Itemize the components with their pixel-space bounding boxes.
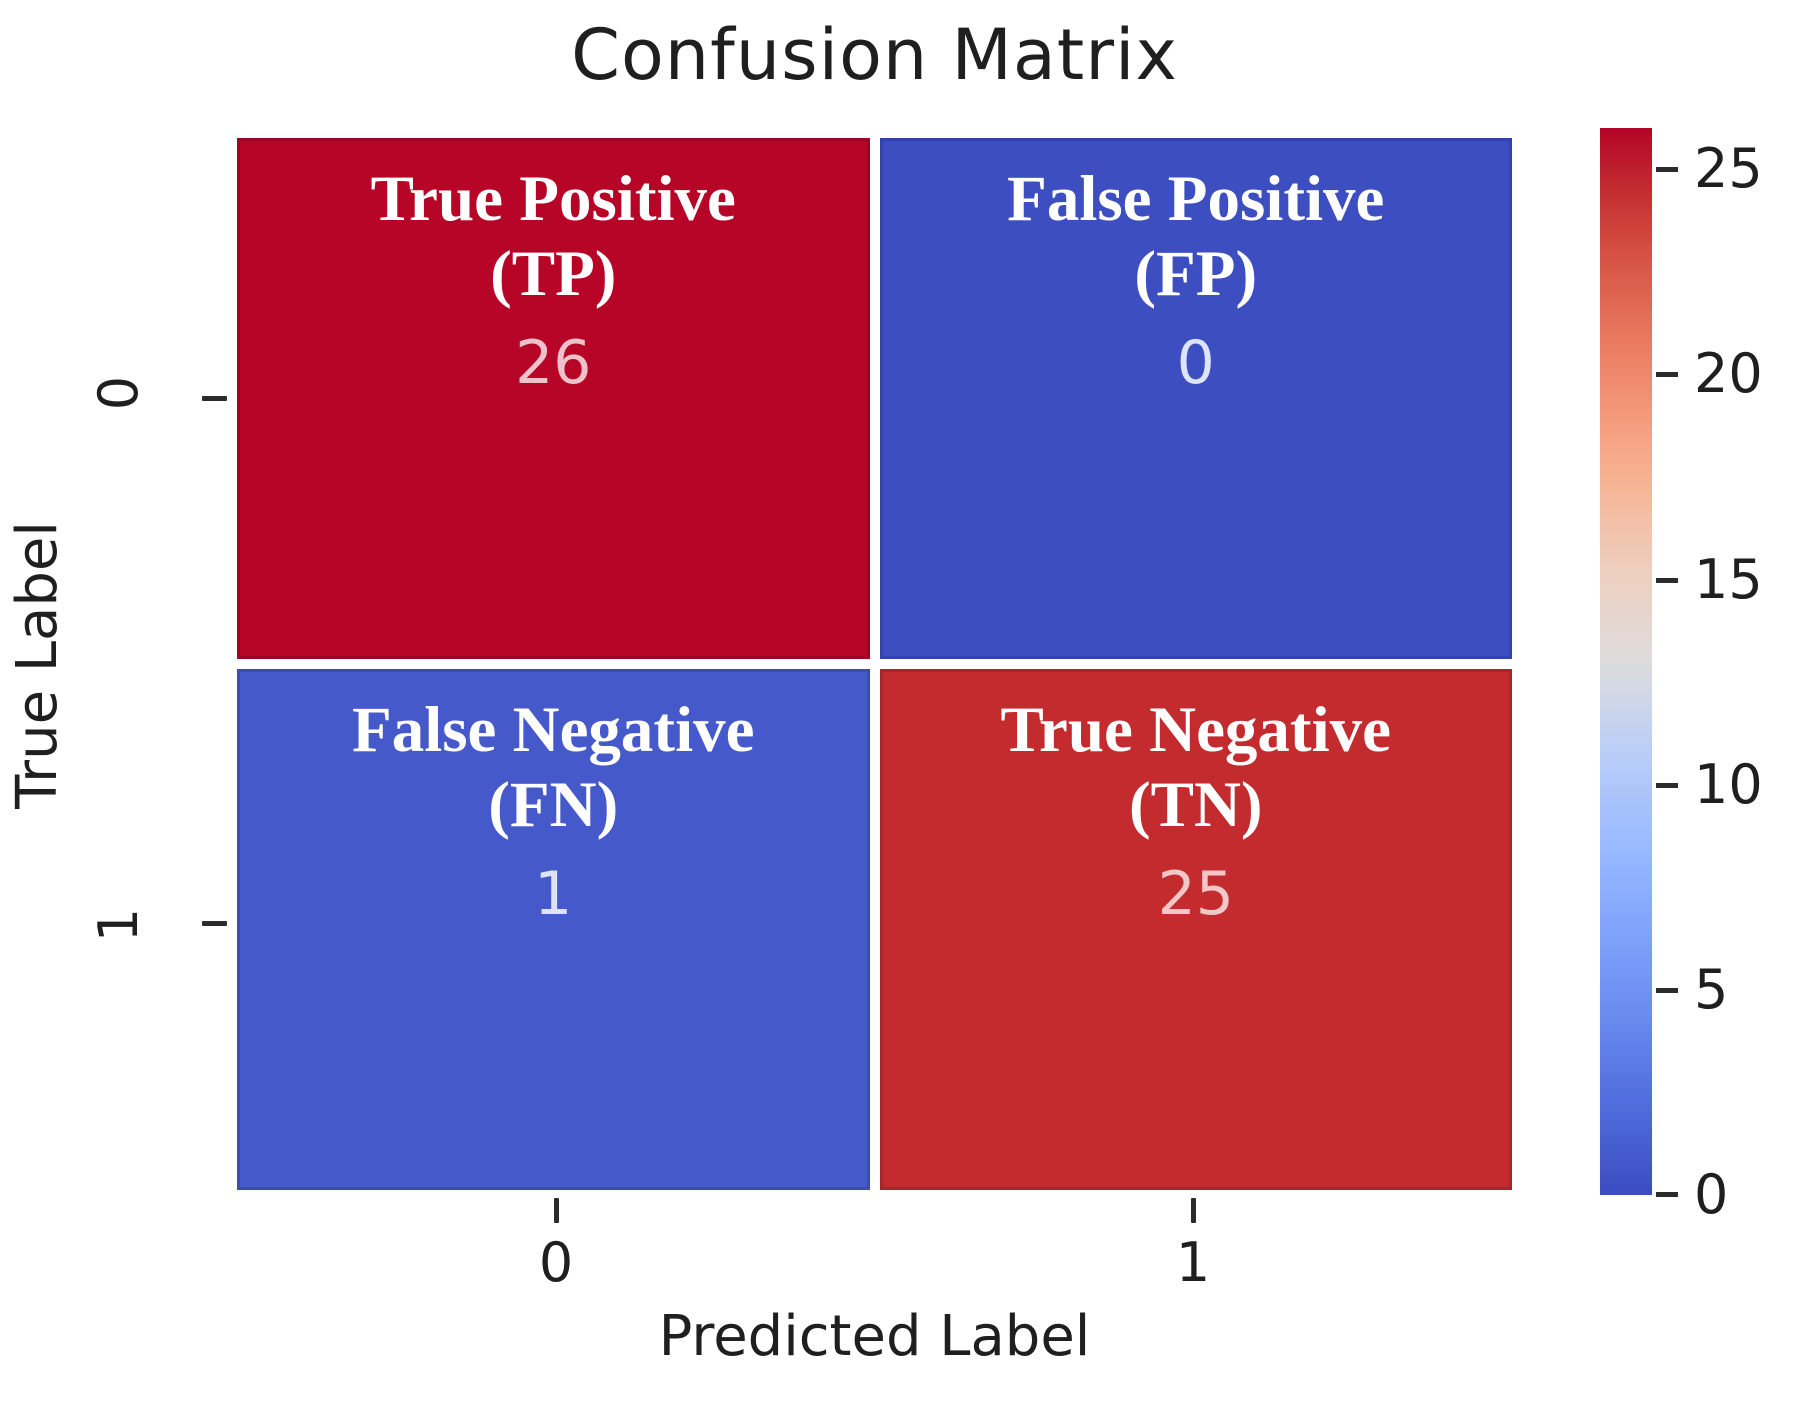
cell-label: False Positive: [1007, 163, 1385, 235]
cell-value: 0: [1176, 327, 1215, 398]
cell-true-negative: True Negative (TN) 25: [879, 669, 1512, 1190]
heatmap-grid: True Positive (TP) 26 False Positive (FP…: [237, 138, 1512, 1190]
colorbar-tick-mark: [1656, 988, 1678, 993]
x-tick-label-0: 0: [538, 1231, 574, 1294]
colorbar-tick-label: 5: [1694, 958, 1729, 1021]
colorbar-tick-mark: [1656, 1192, 1678, 1197]
colorbar-tick-label: 25: [1694, 137, 1763, 200]
colorbar-tick-label: 20: [1694, 342, 1763, 405]
cell-abbreviation: (TN): [1128, 769, 1263, 842]
cell-false-positive: False Positive (FP) 0: [879, 138, 1512, 659]
cell-label: True Negative: [1000, 694, 1391, 766]
y-tick-label-1: 1: [87, 907, 150, 943]
y-tick-mark-1: [202, 921, 227, 926]
cell-value: 1: [534, 858, 573, 929]
y-tick-label-0: 0: [87, 375, 150, 411]
colorbar-tick-mark: [1656, 783, 1678, 788]
x-tick-label-1: 1: [1175, 1231, 1211, 1294]
cell-value: 25: [1157, 858, 1234, 929]
cell-abbreviation: (FN): [488, 769, 619, 842]
cell-abbreviation: (FP): [1134, 238, 1258, 311]
colorbar-gradient: [1600, 128, 1652, 1195]
y-axis-label: True Label: [5, 521, 70, 809]
colorbar-tick-label: 10: [1694, 753, 1763, 816]
x-tick-mark-0: [554, 1198, 559, 1223]
colorbar-tick-label: 0: [1694, 1163, 1729, 1226]
colorbar-tick-mark: [1656, 578, 1678, 583]
colorbar-tick-mark: [1656, 372, 1678, 377]
cell-label: True Positive: [370, 163, 736, 235]
x-tick-mark-1: [1191, 1198, 1196, 1223]
cell-true-positive: True Positive (TP) 26: [237, 138, 870, 659]
cell-abbreviation: (TP): [490, 238, 617, 311]
colorbar-tick-mark: [1656, 167, 1678, 172]
cell-false-negative: False Negative (FN) 1: [237, 669, 870, 1190]
y-tick-mark-0: [202, 396, 227, 401]
cell-value: 26: [515, 327, 592, 398]
colorbar-tick-label: 15: [1694, 548, 1763, 611]
chart-title: Confusion Matrix: [571, 14, 1178, 96]
cell-label: False Negative: [351, 694, 755, 766]
x-axis-label: Predicted Label: [658, 1304, 1091, 1369]
